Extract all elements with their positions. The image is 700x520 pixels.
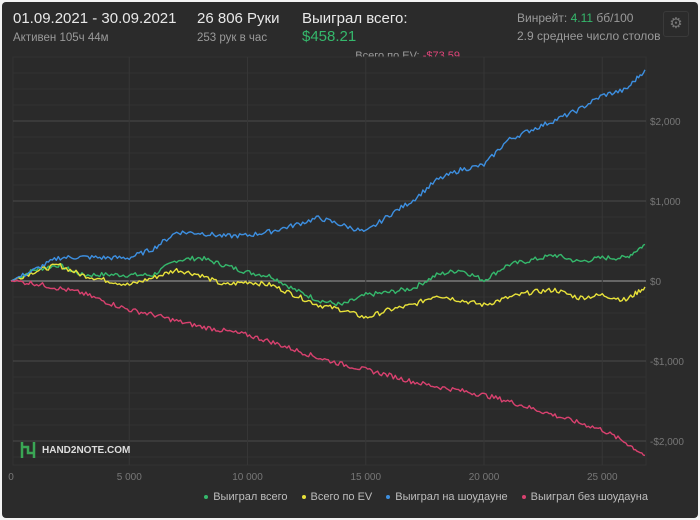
x-tick-label: 5 000: [117, 472, 142, 483]
legend-label: Выиграл на шоудауне: [395, 491, 508, 503]
date-range: 01.09.2021 - 30.09.2021: [13, 10, 177, 27]
hands-block: 26 806 Руки 253 рук в час: [197, 10, 280, 46]
gear-icon[interactable]: ⚙: [663, 11, 689, 37]
logo-text: HAND2NOTE.COM: [42, 444, 131, 456]
series-line-1: [10, 263, 646, 319]
legend-label: Всего по EV: [310, 491, 373, 503]
plot-area: [12, 56, 647, 466]
legend-dot-icon: [204, 495, 209, 500]
legend-dot-icon: [301, 495, 306, 500]
winrate-unit: бб/100: [596, 11, 634, 25]
legend-label: Выиграл без шоудауна: [530, 491, 648, 503]
x-tick-label: 25 000: [587, 472, 618, 483]
winrate-label: Винрейт:: [517, 11, 568, 25]
winnings-block: Выиграл всего: $458.21 Всего по EV: -$73…: [302, 10, 460, 64]
y-tick-label: $2,000: [650, 117, 681, 128]
date-block: 01.09.2021 - 30.09.2021 Активен 105ч 44м: [13, 10, 176, 46]
series-line-2: [10, 69, 646, 282]
series-line-0: [10, 243, 646, 307]
hands-count: 26 806 Руки: [197, 10, 280, 27]
x-tick-label: 10 000: [232, 472, 263, 483]
winrate-value: 4.11: [570, 11, 594, 25]
won-total-value: $458.21: [302, 28, 357, 45]
legend-dot-icon: [521, 495, 526, 500]
legend-item[interactable]: Выиграл всего: [204, 491, 288, 503]
legend: Выиграл всего Всего по EV Выиграл на шоуда…: [204, 491, 648, 503]
avg-tables: 2.9 среднее число столов: [517, 29, 661, 43]
y-tick-label: -$2,000: [650, 437, 684, 448]
legend-item[interactable]: Всего по EV: [301, 491, 373, 503]
won-total-label: Выиграл всего:: [302, 10, 408, 27]
x-tick-label: 20 000: [469, 472, 500, 483]
y-tick-label: $0: [650, 277, 662, 288]
y-tick-label: $1,000: [650, 197, 681, 208]
legend-dot-icon: [386, 495, 391, 500]
hand2note-logo: HAND2NOTE.COM: [20, 440, 130, 460]
legend-item[interactable]: Выиграл на шоудауне: [386, 491, 508, 503]
active-time: Активен 105ч 44м: [13, 32, 109, 44]
legend-item[interactable]: Выиграл без шоудауна: [521, 491, 648, 503]
y-tick-label: -$1,000: [650, 357, 684, 368]
series-line-3: [10, 279, 646, 457]
x-tick-label: 0: [8, 472, 14, 483]
hands-per-hour: 253 рук в час: [197, 32, 268, 44]
legend-label: Выиграл всего: [213, 491, 288, 503]
winrate-block: Винрейт: 4.11 бб/100 2.9 среднее число с…: [517, 10, 660, 44]
x-tick-label: 15 000: [350, 472, 381, 483]
